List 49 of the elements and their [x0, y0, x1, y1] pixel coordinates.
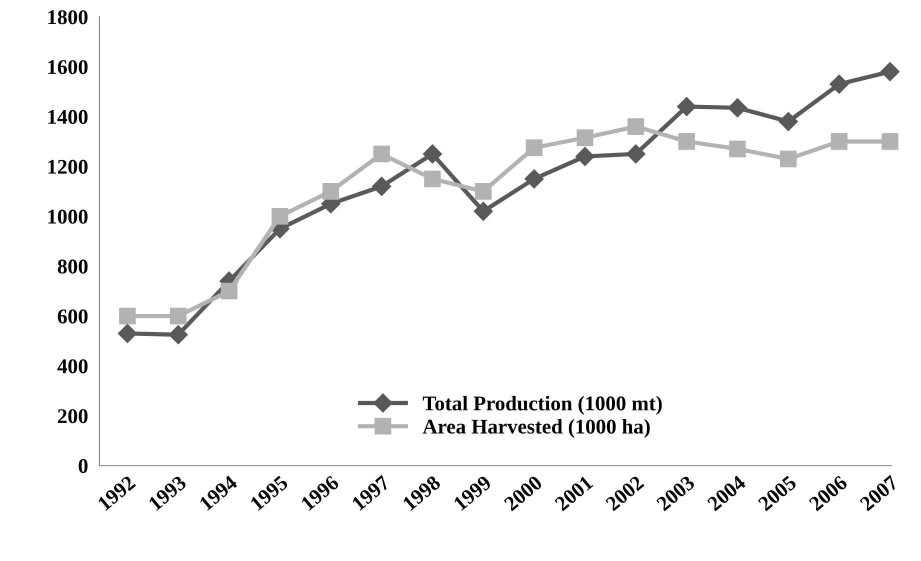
point [474, 202, 493, 221]
y-tick-label: 1400 [48, 110, 88, 124]
point [372, 176, 392, 196]
y-tick-label: 1200 [48, 160, 88, 174]
x-tick-label: 1992 [97, 475, 136, 511]
legend-label: Area Harvested (1000 ha) [422, 419, 650, 438]
x-tick-label: 2003 [656, 474, 696, 512]
x-tick-label: 2002 [604, 475, 645, 512]
point [830, 74, 849, 94]
point [373, 146, 390, 162]
point [422, 144, 442, 164]
point [170, 308, 187, 324]
point [322, 183, 340, 200]
x-tick-label: 1999 [453, 474, 492, 511]
y-tick-label: 1800 [48, 10, 88, 24]
point [118, 324, 137, 344]
y-tick-label: 0 [78, 459, 88, 474]
point [678, 133, 695, 150]
y-tick-label: 200 [58, 409, 88, 424]
point [524, 169, 544, 188]
y-tick-label: 400 [57, 359, 88, 374]
point [627, 118, 644, 135]
point [626, 144, 646, 164]
point [778, 112, 798, 132]
point [168, 325, 188, 344]
point [880, 62, 900, 82]
point [576, 129, 594, 146]
x-tick-label: 1998 [402, 474, 442, 511]
point [780, 150, 797, 168]
y-tick-label: 600 [58, 309, 88, 324]
point [220, 282, 238, 300]
y-tick-label: 1000 [48, 210, 88, 224]
point [474, 183, 492, 200]
point [677, 97, 696, 116]
legend-label: Total Production (1000 mt) [422, 396, 662, 415]
y-tick-label: 800 [58, 260, 88, 274]
point [882, 133, 898, 150]
point [728, 98, 748, 118]
point [526, 139, 542, 156]
x-tick-label: 2001 [554, 475, 594, 512]
point [575, 146, 595, 166]
point [272, 208, 288, 225]
point [729, 140, 746, 158]
y-tick-label: 1600 [48, 60, 88, 74]
x-tick-label: 1993 [148, 474, 188, 511]
point [424, 170, 441, 188]
point [830, 133, 848, 150]
point [119, 308, 136, 324]
x-tick-label: 2000 [503, 474, 543, 512]
